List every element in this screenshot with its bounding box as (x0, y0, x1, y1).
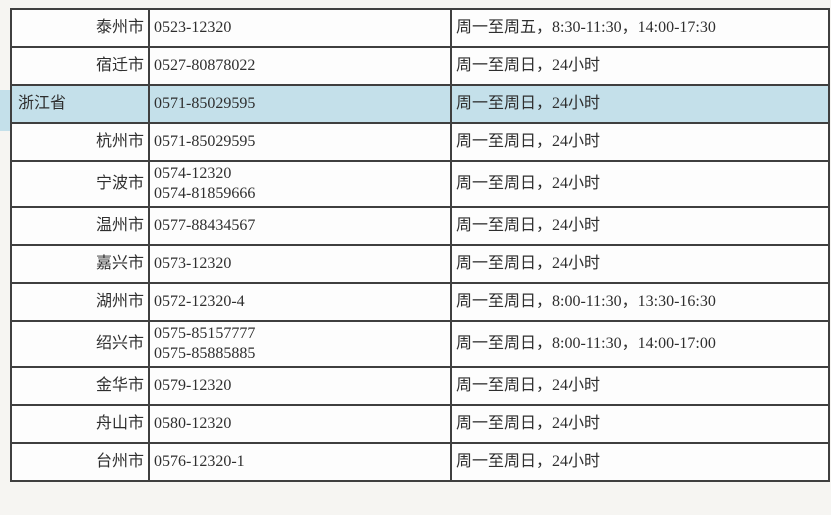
table-row: 温州市 0577-88434567 周一至周日，24小时 (10, 206, 830, 246)
region-cell: 浙江省 (10, 84, 150, 124)
phone-cell: 0572-12320-4 (148, 282, 452, 322)
phone-cell: 0577-88434567 (148, 206, 452, 246)
phone-cell: 0580-12320 (148, 404, 452, 444)
hours-cell: 周一至周日，24小时 (450, 84, 830, 124)
hours-cell: 周一至周日，8:00-11:30，14:00-17:00 (450, 320, 830, 368)
region-cell: 杭州市 (10, 122, 150, 162)
table-row-highlighted-province: 浙江省 0571-85029595 周一至周日，24小时 (10, 84, 830, 124)
hours-cell: 周一至周五，8:30-11:30，14:00-17:30 (450, 8, 830, 48)
hotline-table-grid: 泰州市 0523-12320 周一至周五，8:30-11:30，14:00-17… (10, 8, 830, 482)
table-row: 舟山市 0580-12320 周一至周日，24小时 (10, 404, 830, 444)
phone-cell: 0571-85029595 (148, 122, 452, 162)
phone-cell: 0571-85029595 (148, 84, 452, 124)
hours-cell: 周一至周日，24小时 (450, 160, 830, 208)
table-row: 金华市 0579-12320 周一至周日，24小时 (10, 366, 830, 406)
region-cell: 湖州市 (10, 282, 150, 322)
table-row: 泰州市 0523-12320 周一至周五，8:30-11:30，14:00-17… (10, 8, 830, 48)
table-row: 宿迁市 0527-80878022 周一至周日，24小时 (10, 46, 830, 86)
hours-cell: 周一至周日，24小时 (450, 206, 830, 246)
phone-cell: 0523-12320 (148, 8, 452, 48)
table-row: 湖州市 0572-12320-4 周一至周日，8:00-11:30，13:30-… (10, 282, 830, 322)
phone-cell: 0576-12320-1 (148, 442, 452, 482)
region-cell: 舟山市 (10, 404, 150, 444)
phone-cell: 0574-12320 0574-81859666 (148, 160, 452, 208)
phone-cell: 0575-85157777 0575-85885885 (148, 320, 452, 368)
region-cell: 宁波市 (10, 160, 150, 208)
region-cell: 绍兴市 (10, 320, 150, 368)
table-row: 杭州市 0571-85029595 周一至周日，24小时 (10, 122, 830, 162)
hours-cell: 周一至周日，24小时 (450, 122, 830, 162)
hours-cell: 周一至周日，24小时 (450, 46, 830, 86)
region-cell: 台州市 (10, 442, 150, 482)
highlight-row-bleed (0, 90, 11, 131)
table-row: 宁波市 0574-12320 0574-81859666 周一至周日，24小时 (10, 160, 830, 208)
table-row: 绍兴市 0575-85157777 0575-85885885 周一至周日，8:… (10, 320, 830, 368)
region-cell: 泰州市 (10, 8, 150, 48)
hours-cell: 周一至周日，24小时 (450, 404, 830, 444)
region-cell: 金华市 (10, 366, 150, 406)
hotline-table: 泰州市 0523-12320 周一至周五，8:30-11:30，14:00-17… (10, 8, 830, 482)
phone-cell: 0573-12320 (148, 244, 452, 284)
hours-cell: 周一至周日，24小时 (450, 442, 830, 482)
phone-cell: 0527-80878022 (148, 46, 452, 86)
hours-cell: 周一至周日，8:00-11:30，13:30-16:30 (450, 282, 830, 322)
table-row: 台州市 0576-12320-1 周一至周日，24小时 (10, 442, 830, 482)
phone-cell: 0579-12320 (148, 366, 452, 406)
hours-cell: 周一至周日，24小时 (450, 244, 830, 284)
region-cell: 宿迁市 (10, 46, 150, 86)
region-cell: 温州市 (10, 206, 150, 246)
hours-cell: 周一至周日，24小时 (450, 366, 830, 406)
table-row: 嘉兴市 0573-12320 周一至周日，24小时 (10, 244, 830, 284)
region-cell: 嘉兴市 (10, 244, 150, 284)
